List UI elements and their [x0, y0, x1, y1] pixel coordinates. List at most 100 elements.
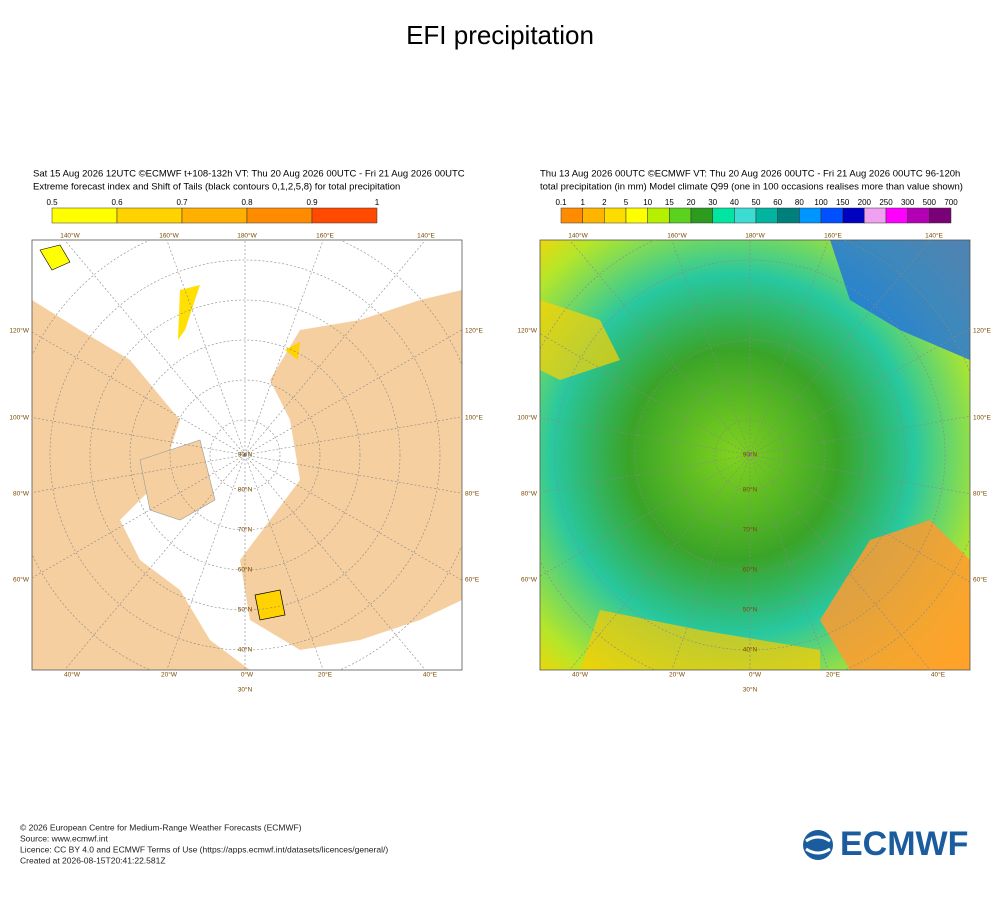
colorbar-label: 300 — [901, 198, 915, 207]
colorbar-label: 200 — [858, 198, 872, 207]
meridian — [32, 454, 246, 493]
title: EFI precipitation — [406, 20, 594, 50]
colorbar-label: 150 — [836, 198, 850, 207]
map-coordinate-label: 160°W — [667, 232, 687, 240]
colorbar-swatch — [560, 207, 583, 224]
map-coordinate-label: 80°E — [465, 490, 480, 498]
map-coordinate-label: 0°W — [749, 671, 762, 679]
latitude-circle — [49, 259, 441, 651]
map-coordinate-label: 60°E — [465, 576, 480, 584]
meridian — [540, 454, 751, 577]
colorbar-swatch — [669, 207, 692, 224]
meridian — [671, 240, 751, 456]
colorbar-label: 1 — [580, 198, 585, 207]
map-coordinate-label: 120°W — [9, 327, 29, 335]
meridian — [749, 240, 829, 456]
meridian — [64, 454, 246, 670]
map-coordinate-label: 80°W — [521, 490, 538, 498]
colorbar-label: 30 — [708, 198, 717, 207]
meridian — [32, 417, 246, 456]
colorbar-swatch — [712, 207, 735, 224]
meridian — [569, 240, 751, 456]
colorbar-label: 20 — [687, 198, 696, 207]
latitude-circle — [594, 299, 906, 611]
map-coordinate-label: 100°W — [9, 414, 29, 422]
map-coordinate-label: 120°E — [465, 327, 483, 335]
colorbar-label: 0.6 — [111, 198, 123, 207]
colorbar-swatch — [582, 207, 605, 224]
latitude-circle — [169, 379, 321, 531]
map-coordinate-label: 160°E — [316, 232, 334, 240]
map-coordinate-label: 40°W — [64, 671, 81, 679]
colorbar-swatch — [181, 207, 248, 224]
meridian — [244, 416, 462, 456]
map-coordinate-label: 140°E — [925, 232, 943, 240]
colorbar-swatch — [734, 207, 757, 224]
colorbar-label: 500 — [923, 198, 937, 207]
colorbar-label: 50 — [752, 198, 761, 207]
meridian — [749, 415, 970, 456]
latitude-circle — [209, 419, 281, 491]
map-coordinate-label: 70°N — [743, 526, 758, 534]
meridian — [166, 240, 246, 456]
colorbar-swatch — [604, 207, 627, 224]
map-coordinate-label: 90°N — [743, 451, 758, 459]
colorbar-swatch — [842, 207, 865, 224]
map-coordinate-label: 90°N — [238, 451, 253, 459]
logo-text: ECMWF — [840, 825, 968, 863]
map-coordinate-label: 40°W — [572, 671, 589, 679]
colorbar-swatch — [647, 207, 670, 224]
colorbar-swatch — [799, 207, 822, 224]
colorbar-label: 10 — [643, 198, 652, 207]
footer-line: Source: www.ecmwf.int — [20, 833, 108, 843]
map-coordinate-label: 100°E — [465, 414, 483, 422]
map-coordinate-label: 80°N — [238, 486, 253, 494]
colorbar-swatch — [625, 207, 648, 224]
map-coordinate-label: 120°E — [973, 327, 991, 335]
map-coordinate-label: 40°N — [238, 646, 253, 654]
colorbar-swatch — [885, 207, 908, 224]
map-coordinate-label: 60°E — [973, 576, 988, 584]
map-coordinate-label: 140°W — [60, 232, 80, 240]
map-coordinate-label: 40°E — [423, 671, 438, 679]
meridian — [244, 329, 462, 456]
map-coordinate-label: 160°E — [824, 232, 842, 240]
meridian — [244, 454, 426, 670]
map-coordinate-label: 60°N — [743, 566, 758, 574]
map-frame — [31, 239, 463, 671]
meridian — [244, 454, 462, 581]
meridian — [749, 327, 970, 456]
map-coordinate-label: 20°E — [318, 671, 333, 679]
map-coordinate-label: 80°W — [13, 490, 30, 498]
colorbar-label: 15 — [665, 198, 674, 207]
colorbar-label: 2 — [602, 198, 607, 207]
meridian — [540, 333, 751, 456]
latitude-circle — [89, 299, 401, 611]
colorbar-label: 0.8 — [241, 198, 253, 207]
map-coordinate-label: 20°E — [826, 671, 841, 679]
colorbar-label: 40 — [730, 198, 739, 207]
meridian — [749, 454, 829, 670]
meridian — [64, 240, 246, 456]
meridian — [244, 454, 324, 670]
map-coordinate-label: 30°N — [238, 686, 253, 694]
map-coordinate-label: 100°W — [517, 414, 537, 422]
meridian — [749, 454, 931, 670]
meridian — [32, 331, 246, 456]
map-coordinate-label: 50°N — [743, 606, 758, 614]
map-coordinate-label: 100°E — [973, 414, 991, 422]
colorbar-label: 0.1 — [555, 198, 567, 207]
colorbar-swatch — [51, 207, 118, 224]
meridian — [244, 240, 324, 456]
meridian — [671, 454, 751, 670]
meridian — [749, 454, 970, 495]
meridian — [244, 240, 426, 456]
meridian — [569, 454, 751, 670]
colorbar-label: 1 — [375, 198, 380, 207]
map-coordinate-label: 40°N — [743, 646, 758, 654]
map-frame — [539, 239, 971, 671]
map-coordinate-label: 160°W — [159, 232, 179, 240]
colorbar-label: 80 — [795, 198, 804, 207]
map-coordinate-label: 80°N — [743, 486, 758, 494]
